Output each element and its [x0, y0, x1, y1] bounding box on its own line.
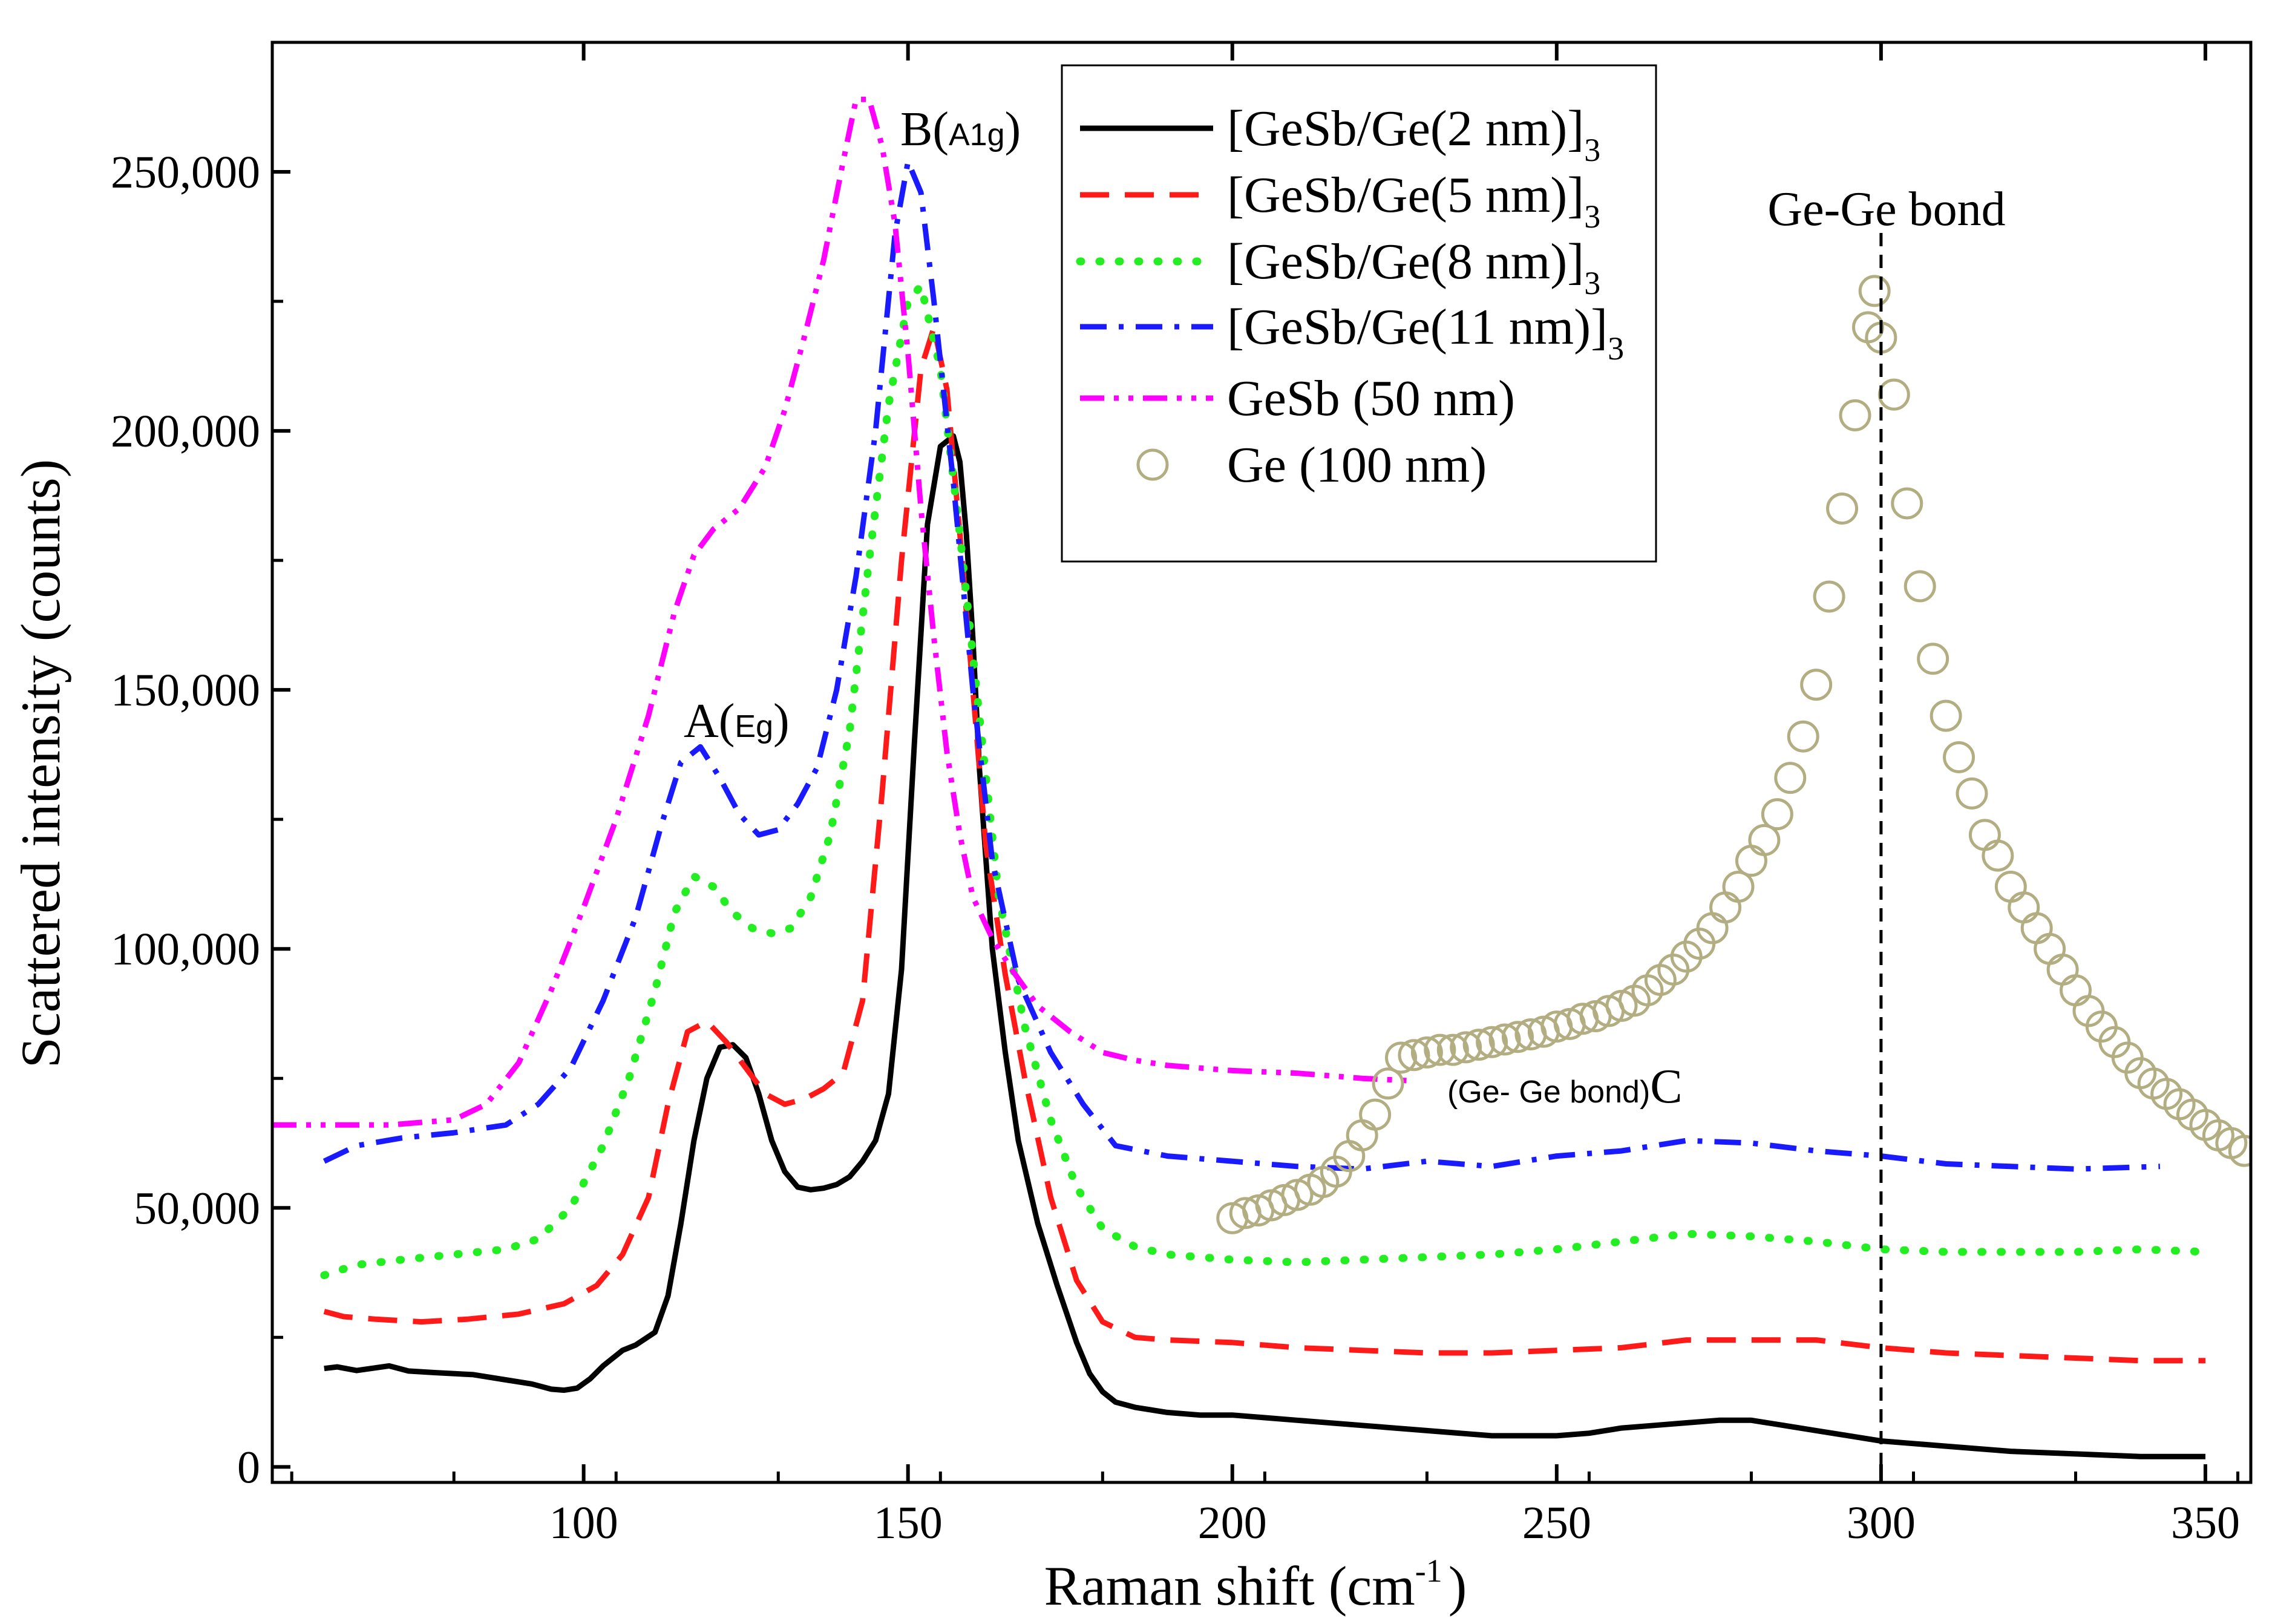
- legend-label-subscript: 3: [1584, 265, 1600, 301]
- ge-100nm-point: [1372, 1067, 1404, 1100]
- ge-100nm-point: [1761, 798, 1793, 831]
- series-line-gesb-ge-11-nm: [322, 159, 2161, 1172]
- ge-100nm-point: [1410, 1036, 1443, 1069]
- x-tick-label: 150: [874, 1498, 943, 1548]
- annotation-a-main: A(: [684, 695, 735, 748]
- legend-label-name: GeSb (50 nm): [1227, 370, 1515, 427]
- annotation-b-main: B(: [900, 103, 949, 156]
- ge-100nm-point: [1813, 580, 1845, 613]
- ge-100nm-point: [1424, 1033, 1456, 1066]
- ge-100nm-point: [1450, 1031, 1482, 1064]
- ge-100nm-point: [1501, 1021, 1534, 1053]
- annotation-ge-ge-bond: Ge-Ge bond: [1767, 183, 2005, 236]
- y-axis-title: Scattered intensity (counts): [10, 459, 71, 1069]
- ge-100nm-point: [1385, 1041, 1418, 1074]
- legend-label-name: [GeSb/Ge(8 nm)]: [1227, 234, 1584, 290]
- legend-label: GeSb (50 nm): [1227, 370, 1515, 427]
- ge-100nm-point: [1488, 1023, 1521, 1056]
- x-tick-label: 300: [1847, 1498, 1916, 1548]
- ge-100nm-point: [1943, 741, 1975, 773]
- legend-item: Ge (100 nm): [1136, 437, 1487, 493]
- annotation-b-inner: A1g: [949, 117, 1005, 152]
- series-line-gesb-50-nm: [272, 96, 1415, 1128]
- ge-100nm-point: [1982, 839, 2014, 872]
- x-axis-title-main: Raman shift (cm: [1044, 1555, 1415, 1617]
- x-tick-label: 100: [549, 1498, 618, 1548]
- ge-100nm-point: [1722, 870, 1755, 903]
- legend-label: [GeSb/Ge(11 nm)]3: [1227, 299, 1624, 367]
- y-tick-label: 150,000: [111, 665, 260, 716]
- legend-label-name: [GeSb/Ge(2 nm)]: [1227, 100, 1584, 157]
- ge-100nm-point: [1398, 1039, 1430, 1072]
- legend-item: GeSb (50 nm): [1080, 370, 1515, 427]
- ge-100nm-point: [1839, 399, 1871, 431]
- ge-100nm-point: [1800, 669, 1833, 701]
- legend-label-subscript: 3: [1584, 132, 1600, 168]
- annotation-a-eg: A(Eg): [684, 695, 790, 748]
- annotation-b-a1g: B(A1g): [900, 103, 1021, 156]
- legend-label: [GeSb/Ge(5 nm)]3: [1227, 167, 1600, 235]
- y-tick-label: 250,000: [111, 147, 260, 198]
- legend-item: [GeSb/Ge(2 nm)]3: [1080, 100, 1600, 168]
- annotation-b-close: ): [1005, 103, 1021, 156]
- x-axis-title: Raman shift (cm-1): [1044, 1553, 1467, 1617]
- legend-box: [1061, 64, 1657, 563]
- ge-100nm-point: [1858, 275, 1891, 307]
- x-axis-title-sup: -1: [1415, 1553, 1442, 1589]
- plot-frame: [270, 41, 2253, 1484]
- y-tick-label: 0: [237, 1442, 260, 1493]
- legend-label: [GeSb/Ge(8 nm)]3: [1227, 234, 1600, 301]
- ge-100nm-point: [1476, 1026, 1508, 1058]
- ge-100nm-point: [1877, 378, 1910, 411]
- annotation-c-inner: (Ge- Ge bond): [1447, 1075, 1650, 1110]
- ge-100nm-point: [1748, 823, 1781, 856]
- legend-label-name: Ge (100 nm): [1227, 437, 1487, 493]
- x-axis-title-close: ): [1448, 1555, 1467, 1617]
- x-tick-label: 350: [2171, 1498, 2240, 1548]
- ge-100nm-point: [1891, 487, 1923, 520]
- legend-item: [GeSb/Ge(5 nm)]3: [1080, 167, 1600, 235]
- annotation-a-inner: Eg: [735, 709, 773, 744]
- annotation-layer: A(Eg) B(A1g) (Ge- Ge bond)C Ge-Ge bond: [684, 103, 2006, 1113]
- x-tick-label: 200: [1198, 1498, 1267, 1548]
- ge-100nm-point: [1359, 1098, 1392, 1131]
- legend-label-name: [GeSb/Ge(11 nm)]: [1227, 299, 1608, 355]
- legend-label-subscript: 3: [1608, 330, 1624, 367]
- ge-100nm-point: [2228, 1135, 2251, 1167]
- ge-100nm-point: [1930, 699, 1962, 732]
- x-tick-label: 250: [1522, 1498, 1591, 1548]
- y-tick-label: 100,000: [111, 924, 260, 975]
- ge-100nm-point: [1436, 1033, 1469, 1066]
- ge-100nm-point: [1787, 720, 1819, 753]
- series-line-gesb-ge-2-nm: [324, 433, 2205, 1459]
- ge-100nm-point: [1917, 643, 1949, 675]
- legend-item: [GeSb/Ge(11 nm)]3: [1080, 299, 1624, 367]
- legend-marker-circle: [1136, 448, 1169, 481]
- ge-100nm-point: [1462, 1029, 1495, 1061]
- legend-label-subscript: 3: [1584, 198, 1600, 235]
- legend: [GeSb/Ge(2 nm)]3[GeSb/Ge(5 nm)]3[GeSb/Ge…: [1061, 64, 1657, 563]
- annotation-c-main: C: [1650, 1060, 1682, 1113]
- legend-label: Ge (100 nm): [1227, 437, 1487, 493]
- ge-100nm-point: [1826, 493, 1859, 525]
- legend-label: [GeSb/Ge(2 nm)]3: [1227, 100, 1600, 168]
- y-tick-label: 50,000: [134, 1183, 260, 1234]
- legend-item: [GeSb/Ge(8 nm)]3: [1076, 234, 1600, 301]
- ge-100nm-point: [1774, 762, 1807, 794]
- axis-layer: 100 150 200 250 300 350 0 50,000 100,000 150,000 2…: [111, 42, 2240, 1548]
- ge-100nm-point: [1956, 777, 1988, 810]
- annotation-a-close: ): [773, 695, 790, 748]
- legend-label-name: [GeSb/Ge(5 nm)]: [1227, 167, 1584, 223]
- ge-100nm-point: [1903, 570, 1936, 603]
- y-tick-label: 200,000: [111, 406, 260, 457]
- annotation-c-ge-ge-bond: (Ge- Ge bond)C: [1447, 1060, 1683, 1113]
